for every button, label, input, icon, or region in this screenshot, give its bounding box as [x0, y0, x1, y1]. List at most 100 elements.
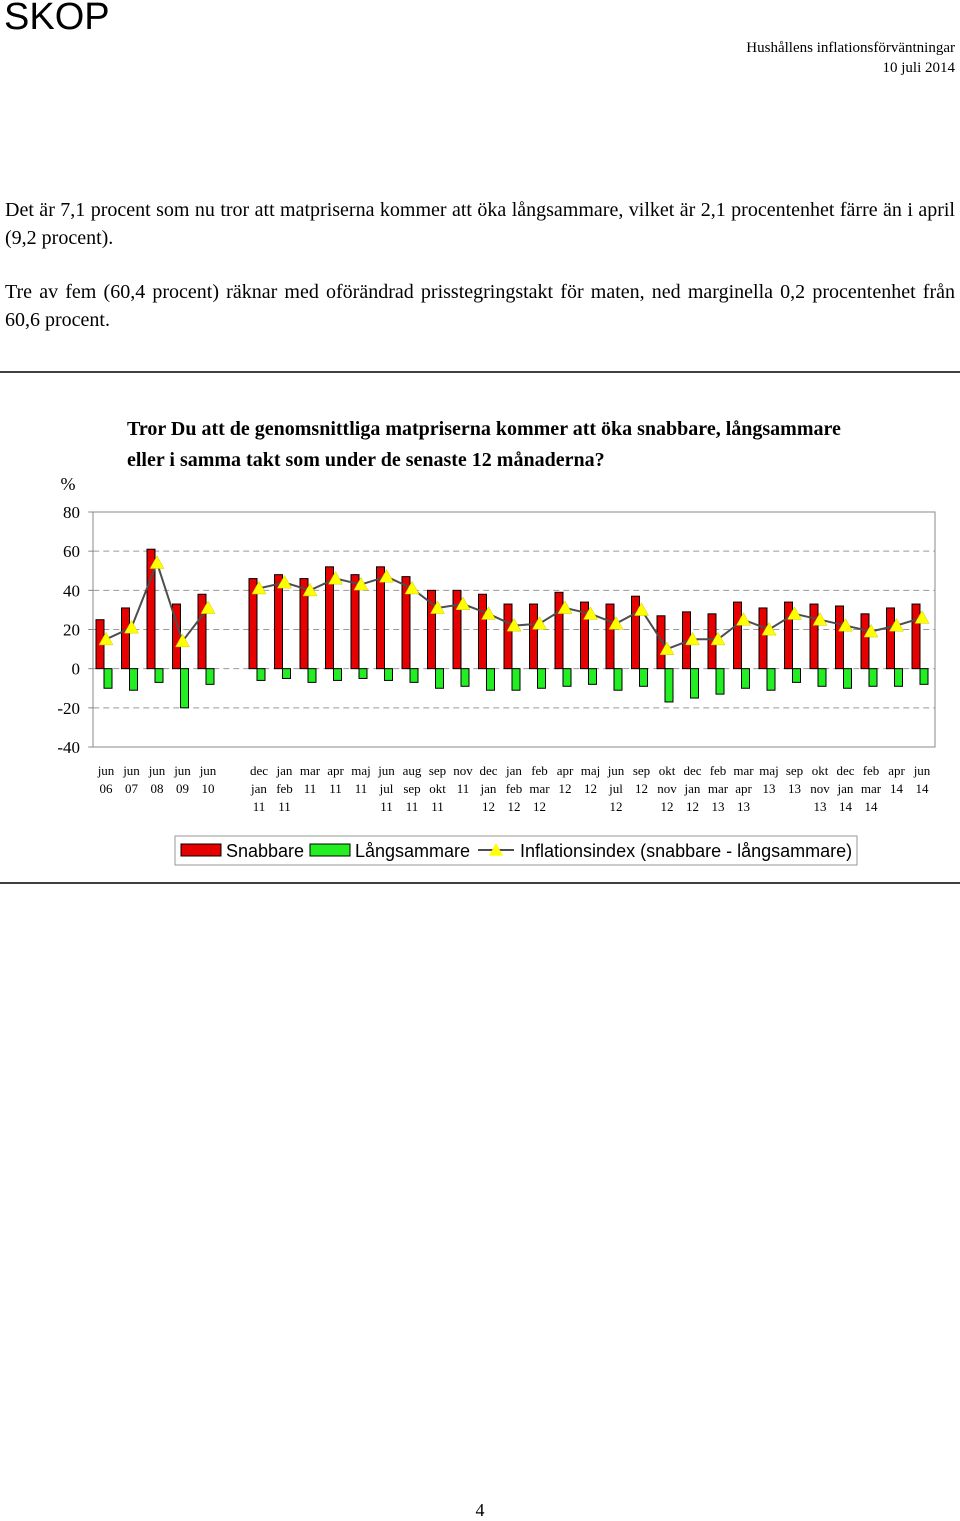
y-tick-label: 20 — [63, 621, 80, 640]
marker — [532, 616, 547, 630]
bar — [886, 607, 895, 670]
paragraph: Tre av fem (60,4 procent) räknar med ofö… — [5, 281, 955, 331]
bar — [103, 668, 113, 689]
bar — [282, 668, 291, 679]
marker — [634, 602, 649, 616]
x-tick-label: 12 — [559, 781, 572, 796]
bar — [919, 668, 929, 685]
bar — [205, 668, 215, 685]
bar — [766, 668, 776, 691]
x-tick-label: 11 — [406, 799, 419, 814]
bar — [154, 668, 164, 683]
x-tick-label: sep — [633, 763, 650, 778]
x-tick-label: 13 — [737, 799, 750, 814]
bar — [580, 601, 589, 670]
x-tick-label: feb — [863, 763, 880, 778]
x-tick-label: jan — [684, 781, 701, 796]
x-tick-label: 07 — [125, 781, 139, 796]
x-tick-label: mar — [529, 781, 550, 796]
y-axis-label: % — [61, 474, 76, 494]
y-tick-label: -40 — [57, 738, 80, 757]
x-tick-label: 12 — [508, 799, 521, 814]
page-number: 4 — [475, 1500, 485, 1520]
x-tick-label: sep — [403, 781, 420, 796]
x-tick-label: maj — [759, 763, 779, 778]
bar — [307, 668, 317, 683]
bar — [639, 668, 648, 687]
x-tick-label: jun — [377, 763, 395, 778]
x-tick-label: 14 — [916, 781, 930, 796]
marker — [481, 606, 496, 620]
bar — [350, 574, 360, 670]
bar — [792, 668, 801, 683]
bar — [613, 668, 623, 691]
bar — [605, 603, 615, 670]
x-tick-label: nov — [810, 781, 830, 796]
x-tick-label: 13 — [788, 781, 801, 796]
marker — [328, 571, 343, 585]
x-tick-label: okt — [429, 781, 446, 796]
bar — [631, 595, 640, 670]
x-tick-label: 12 — [635, 781, 648, 796]
marker — [736, 612, 751, 626]
bar — [868, 668, 878, 687]
x-tick-label: aug — [403, 763, 422, 778]
marker — [200, 600, 216, 614]
x-tick-label: 10 — [202, 781, 215, 796]
bar — [401, 576, 411, 670]
x-tick-label: mar — [708, 781, 729, 796]
x-tick-label: jul — [379, 781, 394, 796]
bar — [274, 574, 283, 670]
marker — [149, 555, 165, 569]
legend-label: Snabbare — [226, 841, 304, 861]
x-tick-label: 11 — [253, 799, 266, 814]
bar — [843, 668, 852, 689]
marker — [583, 606, 598, 620]
bar — [452, 589, 462, 670]
x-tick-label: dec — [250, 763, 268, 778]
chart-title: Tror Du att de genomsnittliga matprisern… — [127, 418, 841, 471]
legend-swatch — [180, 843, 222, 857]
x-tick-label: 09 — [176, 781, 189, 796]
x-tick-label: 12 — [584, 781, 597, 796]
bar — [562, 668, 572, 687]
bar — [427, 589, 436, 670]
x-tick-label: 12 — [610, 799, 623, 814]
x-tick-label: sep — [786, 763, 803, 778]
marker — [404, 580, 420, 595]
bar — [121, 607, 130, 670]
x-tick-label: apr — [735, 781, 752, 796]
x-tick-label: 11 — [278, 799, 291, 814]
bar — [733, 601, 742, 670]
x-tick-label: mar — [733, 763, 754, 778]
marker — [251, 580, 267, 595]
marker — [277, 574, 292, 589]
x-tick-label: jun — [97, 763, 115, 778]
bar — [129, 668, 138, 691]
marker — [812, 612, 828, 626]
x-tick-label: 13 — [763, 781, 776, 796]
x-tick-label: 11 — [380, 799, 393, 814]
bar — [809, 603, 819, 670]
bar — [409, 668, 419, 683]
x-tick-label: jun — [173, 763, 191, 778]
marker — [175, 633, 190, 648]
bar — [358, 668, 368, 679]
x-tick-label: 11 — [329, 781, 342, 796]
x-tick-label: okt — [659, 763, 676, 778]
x-tick-label: 14 — [839, 799, 853, 814]
x-tick-label: jun — [913, 763, 931, 778]
x-tick-label: 11 — [355, 781, 368, 796]
marker — [889, 618, 904, 632]
bar — [460, 668, 470, 687]
bar — [758, 607, 768, 670]
marker — [608, 616, 624, 630]
x-tick-label: jan — [505, 763, 522, 778]
bar — [741, 668, 750, 689]
x-tick-label: 12 — [533, 799, 546, 814]
bar — [911, 603, 921, 670]
bar — [197, 593, 207, 670]
bar — [656, 615, 666, 670]
marker — [914, 610, 930, 624]
x-tick-label: 12 — [686, 799, 699, 814]
